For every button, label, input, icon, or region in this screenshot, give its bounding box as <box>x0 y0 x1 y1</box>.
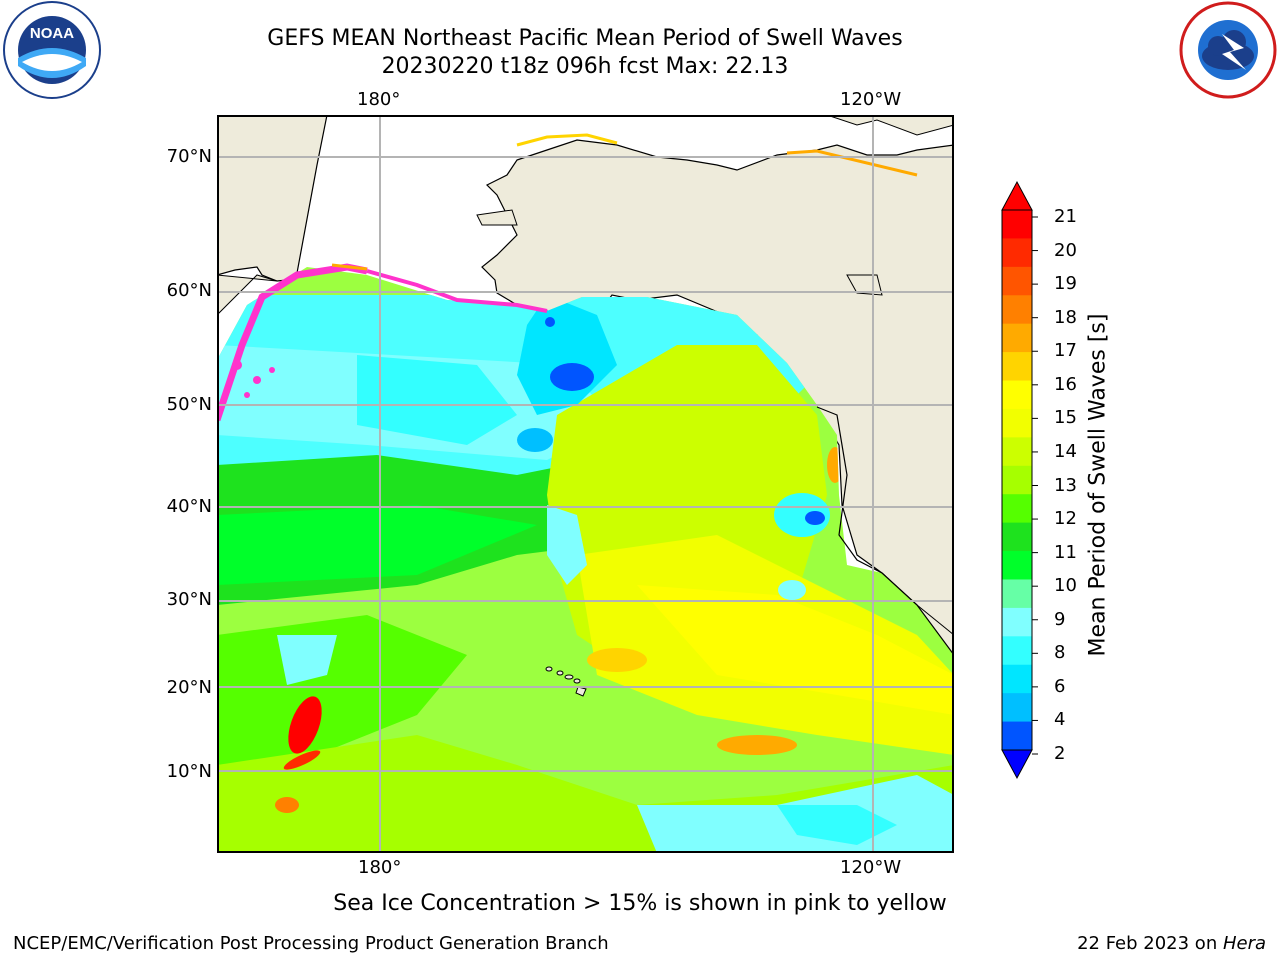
lat-label-60n: 60°N <box>166 280 212 301</box>
colorbar-segment <box>1002 266 1032 296</box>
hawaiian-islands <box>545 666 587 697</box>
colorbar-tick-label: 21 <box>1054 206 1077 227</box>
colorbar-segment <box>1002 210 1032 239</box>
colorbar-tick-label: 13 <box>1054 474 1077 496</box>
coastlines <box>816 406 954 656</box>
colorbar-tick-label: 18 <box>1054 306 1077 328</box>
swell-period-map <box>217 115 954 853</box>
host-name: Hera <box>1222 933 1266 954</box>
lon-label-bottom-120w: 120°W <box>840 857 902 878</box>
lat-label-30n: 30°N <box>166 589 212 610</box>
colorbar-segment <box>1002 636 1032 666</box>
swell-period-field <box>217 267 954 853</box>
chart-subtitle: 20230220 t18z 096h fcst Max: 22.13 <box>381 54 789 79</box>
lat-label-40n: 40°N <box>166 496 212 517</box>
credit-line: NCEP/EMC/Verification Post Processing Pr… <box>13 933 609 954</box>
colorbar-segment <box>1002 323 1032 353</box>
lat-label-50n: 50°N <box>166 394 212 415</box>
colorbar-tick-label: 14 <box>1054 440 1077 462</box>
map-frame <box>217 115 954 853</box>
svg-text:NOAA: NOAA <box>30 25 74 42</box>
colorbar-tick-label: 4 <box>1054 709 1066 731</box>
nws-logo <box>1178 0 1278 100</box>
lon-label-top-120w: 120°W <box>840 89 902 110</box>
land-siberia-south <box>217 274 278 316</box>
colorbar-segment <box>1002 494 1032 524</box>
colorbar-tick-label: 20 <box>1054 239 1077 261</box>
colorbar-tick-label: 19 <box>1054 273 1077 295</box>
land-arctic-islands <box>826 115 954 136</box>
colorbar-segment <box>1002 607 1032 637</box>
colorbar-tick-label: 17 <box>1054 340 1077 362</box>
graticule <box>217 115 954 853</box>
colorbar-tick-label: 6 <box>1054 675 1066 697</box>
colorbar-segment <box>1002 465 1032 495</box>
lon-label-bottom-180: 180° <box>358 857 402 878</box>
lat-label-10n: 10°N <box>166 761 212 782</box>
colorbar-tick-label: 10 <box>1054 575 1077 597</box>
noaa-logo: NOAA <box>2 0 102 100</box>
colorbar-segment <box>1002 664 1032 694</box>
colorbar-segment <box>1002 437 1032 467</box>
colorbar-title: Mean Period of Swell Waves [s] <box>1085 313 1111 657</box>
colorbar-segment <box>1002 295 1032 325</box>
colorbar <box>990 180 1050 804</box>
lat-label-70n: 70°N <box>166 146 212 167</box>
land-island-1 <box>476 209 518 226</box>
colorbar-tick-label: 16 <box>1054 373 1077 395</box>
lon-label-top-180: 180° <box>357 89 401 110</box>
colorbar-segment <box>1002 238 1032 268</box>
colorbar-segment <box>1002 408 1032 438</box>
colorbar-tick-label: 9 <box>1054 608 1066 630</box>
colorbar-tick-label: 12 <box>1054 508 1077 530</box>
lat-label-20n: 20°N <box>166 677 212 698</box>
sea-ice-edge <box>217 133 918 422</box>
colorbar-min-triangle <box>1001 749 1033 780</box>
colorbar-tick-label: 2 <box>1054 743 1066 764</box>
map-panel <box>217 115 954 853</box>
colorbar-segment <box>1002 579 1032 609</box>
sea-ice-note: Sea Ice Concentration > 15% is shown in … <box>333 891 947 916</box>
colorbar-tick-label: 15 <box>1054 407 1077 429</box>
colorbar-segment <box>1002 551 1032 580</box>
colorbar-tick-label: 11 <box>1054 541 1077 563</box>
colorbar-max-triangle <box>1001 180 1033 211</box>
colorbar-segment <box>1002 522 1032 552</box>
colorbar-segment <box>1002 721 1032 751</box>
colorbar-tick-label: 8 <box>1054 642 1066 664</box>
date-text: 22 Feb 2023 on <box>1077 933 1223 954</box>
colorbar-segment <box>1002 352 1032 382</box>
colorbar-frame <box>1001 209 1033 751</box>
colorbar-segment <box>1002 693 1032 723</box>
chart-title: GEFS MEAN Northeast Pacific Mean Period … <box>267 26 903 51</box>
colorbar-segment <box>1002 380 1032 410</box>
date-note: 22 Feb 2023 on Hera <box>1077 933 1266 954</box>
